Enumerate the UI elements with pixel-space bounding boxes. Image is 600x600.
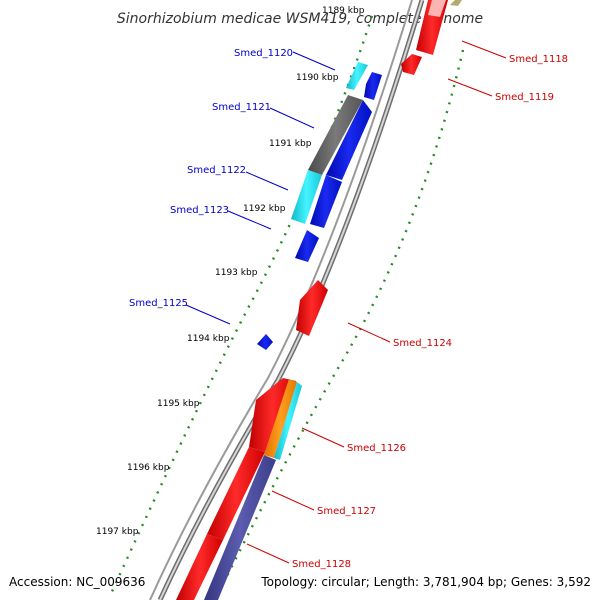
backbone-ring-inner: [149, 0, 413, 600]
leader-smed-1119: [447, 78, 493, 97]
genome-backbone: [149, 0, 425, 600]
feature-smed-1119[interactable]: [401, 54, 422, 75]
label-smed-1122[interactable]: Smed_1122: [187, 165, 246, 176]
label-smed-1126[interactable]: Smed_1126: [347, 443, 406, 454]
feature-smed-1118-highlight: [428, 0, 446, 17]
feature-gray-gene[interactable]: [308, 95, 363, 175]
feature-smed-1122[interactable]: [291, 170, 322, 224]
label-smed-1121[interactable]: Smed_1121: [212, 102, 271, 113]
leader-smed-1128: [246, 543, 290, 564]
feature-cyan-gene[interactable]: [274, 382, 302, 460]
scale-label: 1196 kbp: [127, 463, 170, 473]
scale-label: 1190 kbp: [296, 73, 339, 83]
backbone-ring-highlight: [159, 0, 423, 600]
label-smed-1119[interactable]: Smed_1119: [495, 92, 554, 103]
reverse-strand-features: [176, 0, 462, 600]
scale-label: 1191 kbp: [269, 139, 312, 149]
label-smed-1124[interactable]: Smed_1124: [393, 338, 452, 349]
feature-purple-gene[interactable]: [204, 455, 276, 600]
leader-smed-1125: [185, 304, 231, 325]
forward-strand-features: [204, 62, 382, 600]
summary-text: Topology: circular; Length: 3,781,904 bp…: [260, 575, 591, 589]
leader-smed-1127: [271, 490, 315, 511]
feature-smed-1120-rna[interactable]: [346, 62, 368, 90]
label-smed-1125[interactable]: Smed_1125: [129, 298, 188, 309]
leader-smed-1118: [461, 40, 507, 59]
leader-smed-1123: [227, 210, 272, 230]
inner-tick-track: [108, 15, 374, 597]
feature-smed-1125[interactable]: [257, 334, 273, 350]
feature-smed-1128[interactable]: [176, 534, 223, 600]
leader-smed-1122: [245, 171, 289, 191]
feature-smed-1124[interactable]: [296, 280, 328, 336]
leader-smed-1120: [292, 51, 336, 71]
scale-labels: 1189 kbp 1190 kbp 1191 kbp 1192 kbp 1193…: [96, 6, 365, 537]
leader-smed-1121: [269, 107, 315, 129]
label-smed-1127[interactable]: Smed_1127: [317, 506, 376, 517]
forward-gene-labels: Smed_1120 Smed_1121 Smed_1122 Smed_1123 …: [129, 48, 336, 325]
inner-minor-ticks: [108, 15, 374, 597]
label-smed-1128[interactable]: Smed_1128: [292, 559, 351, 570]
feature-smed-1121[interactable]: [326, 100, 372, 180]
label-smed-1120[interactable]: Smed_1120: [234, 48, 293, 59]
map-title: Sinorhizobium medicae WSM419, complete g…: [117, 11, 483, 27]
scale-label: 1192 kbp: [243, 204, 286, 214]
label-smed-1123[interactable]: Smed_1123: [170, 205, 229, 216]
feature-smed-1127[interactable]: [207, 447, 265, 540]
feature-smed-1120[interactable]: [364, 72, 382, 100]
feature-smed-1122-cds[interactable]: [310, 175, 342, 228]
feature-orange-gene[interactable]: [264, 379, 297, 458]
scale-label: 1189 kbp: [322, 6, 365, 16]
scale-label: 1195 kbp: [157, 399, 200, 409]
scale-label: 1194 kbp: [187, 334, 230, 344]
accession-text: Accession: NC_009636: [9, 575, 145, 589]
label-smed-1118[interactable]: Smed_1118: [509, 54, 568, 65]
leader-smed-1126: [301, 427, 345, 448]
scale-label: 1193 kbp: [215, 268, 258, 278]
feature-olive-gene[interactable]: [450, 0, 462, 6]
feature-smed-1123[interactable]: [295, 230, 319, 262]
leader-smed-1124: [347, 322, 391, 343]
scale-label: 1197 kbp: [96, 527, 139, 537]
reverse-gene-labels: Smed_1118 Smed_1119 Smed_1124 Smed_1126 …: [246, 40, 568, 570]
